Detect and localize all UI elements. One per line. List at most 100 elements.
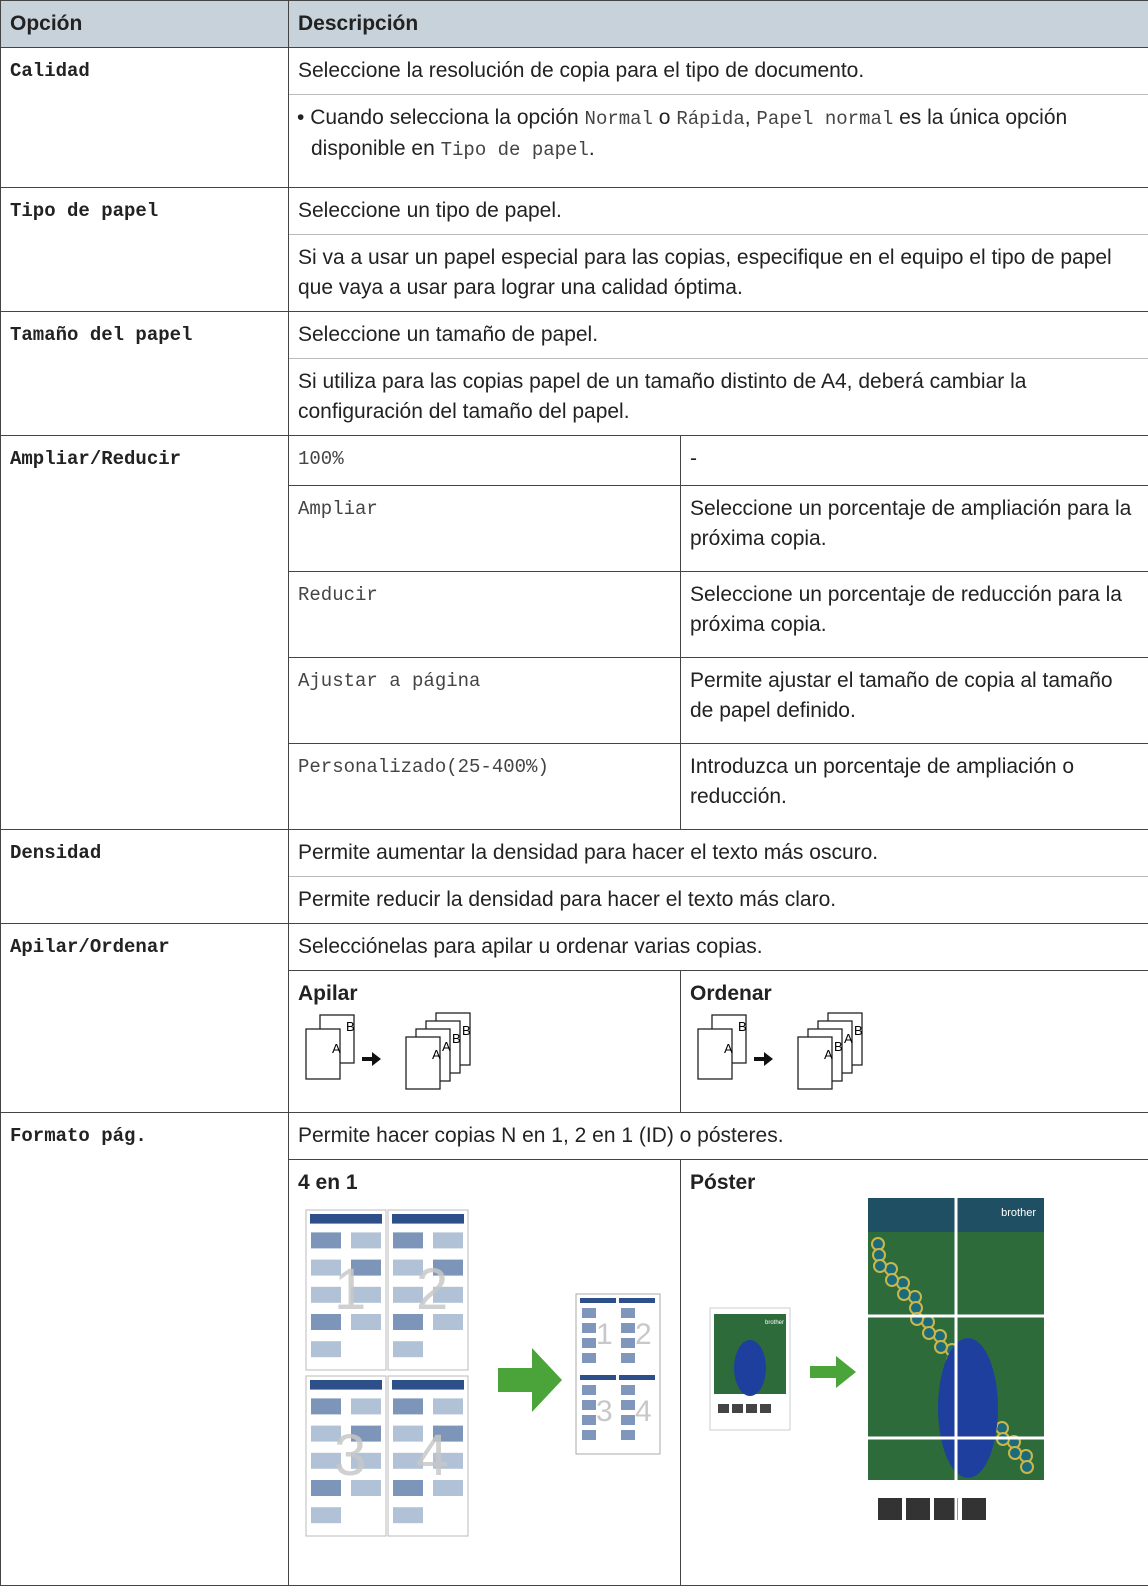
printer: [934, 1498, 958, 1520]
printer: [878, 1498, 902, 1520]
text-block: [433, 1398, 463, 1414]
description: Seleccione un porcentaje de ampliación p…: [681, 486, 1148, 572]
description: -: [681, 436, 1148, 486]
description: Seleccione un porcentaje de reducción pa…: [681, 572, 1148, 658]
document-header: [392, 1380, 464, 1390]
page-letter: B: [452, 1031, 461, 1046]
feather-eye: [874, 1260, 886, 1272]
page-number: 4: [635, 1395, 652, 1428]
mini-header: [619, 1298, 655, 1303]
page-letter: A: [724, 1041, 733, 1056]
text-block: [311, 1232, 341, 1248]
text-block: [621, 1385, 635, 1395]
page-letter: A: [442, 1039, 451, 1054]
page-letter: B: [738, 1019, 747, 1034]
page: Opción Descripción Calidad Seleccione la…: [0, 0, 1148, 1471]
header-option: Opción: [1, 1, 289, 48]
mono-text: Papel normal: [756, 108, 893, 130]
description: Permite hacer copias N en 1, 2 en 1 (ID)…: [289, 1113, 1148, 1160]
row: Calidad Seleccione la resolución de copi…: [1, 48, 1148, 188]
text-block: [433, 1232, 463, 1248]
text-block: [393, 1341, 423, 1357]
bullet: • Cuando selecciona la opción Normal o R…: [289, 94, 1148, 165]
brand: brother: [1001, 1207, 1036, 1219]
printer: [962, 1498, 986, 1520]
description: Permite ajustar el tamaño de copia al ta…: [681, 658, 1148, 744]
figure-label: Ordenar: [690, 979, 1139, 1009]
option: Ampliar/Reducir: [1, 436, 289, 830]
page: [406, 1037, 440, 1089]
row: Tamaño del papel Seleccione un tamaño de…: [1, 312, 1148, 436]
description: Seleccione la resolución de copia para e…: [289, 48, 1148, 188]
page-number: 1: [596, 1318, 613, 1351]
setting: Reducir: [289, 572, 681, 658]
text-block: [621, 1338, 635, 1348]
option: Formato pág.: [1, 1113, 289, 1586]
text: Seleccione un tipo de papel.: [298, 196, 1139, 226]
description: Introduzca un porcentaje de ampliación o…: [681, 744, 1148, 830]
text: Permite reducir la densidad para hacer e…: [289, 876, 1148, 915]
option: Apilar/Ordenar: [1, 924, 289, 1113]
text-block: [351, 1398, 381, 1414]
description: Permite aumentar la densidad para hacer …: [289, 830, 1148, 924]
page-number: 4: [416, 1423, 448, 1488]
header-row: Opción Descripción: [1, 1, 1148, 48]
page-letter: B: [854, 1023, 863, 1038]
mono-text: Rápida: [676, 108, 744, 130]
option: Calidad: [1, 48, 289, 188]
text-block: [351, 1232, 381, 1248]
page-letter: A: [432, 1047, 441, 1062]
printer: [732, 1404, 743, 1413]
mono-text: Tipo de papel: [441, 139, 589, 161]
option: Densidad: [1, 830, 289, 924]
arrow: [498, 1348, 562, 1412]
printer: [906, 1498, 930, 1520]
text: Permite aumentar la densidad para hacer …: [298, 838, 1139, 868]
text: Seleccione un tamaño de papel.: [298, 320, 1139, 350]
page-letter: B: [834, 1039, 843, 1054]
peacock: [938, 1338, 998, 1478]
row: Ampliar/Reducir 100% -: [1, 436, 1148, 486]
text: Seleccione la resolución de copia para e…: [298, 56, 1139, 86]
text-block: [621, 1353, 635, 1363]
text: .: [589, 137, 595, 160]
figure-label: 4 en 1: [298, 1168, 671, 1198]
mini-header: [619, 1375, 655, 1380]
setting: Ajustar a página: [289, 658, 681, 744]
text-block: [582, 1308, 596, 1318]
page-number: 1: [334, 1257, 366, 1322]
poster-illustration: brother brother: [690, 1198, 1140, 1568]
text-block: [582, 1323, 596, 1333]
text-block: [582, 1353, 596, 1363]
text-block: [582, 1385, 596, 1395]
setting: Personalizado(25-400%): [289, 744, 681, 830]
option: Tamaño del papel: [1, 312, 289, 436]
arrow: [810, 1356, 856, 1388]
option: Tipo de papel: [1, 188, 289, 312]
page-letter: A: [844, 1031, 853, 1046]
text: Si utiliza para las copias papel de un t…: [289, 358, 1148, 427]
feather-eye: [1009, 1447, 1021, 1459]
row: Apilar/Ordenar Selecciónelas para apilar…: [1, 924, 1148, 971]
brand: brother: [765, 1320, 784, 1326]
setting: Ampliar: [289, 486, 681, 572]
page-number: 3: [334, 1423, 366, 1488]
feather-eye: [886, 1274, 898, 1286]
text-block: [621, 1430, 635, 1440]
text-block: [621, 1308, 635, 1318]
setting: 100%: [289, 436, 681, 486]
row: Formato pág. Permite hacer copias N en 1…: [1, 1113, 1148, 1160]
description: Selecciónelas para apilar u ordenar vari…: [289, 924, 1148, 971]
feather-eye: [898, 1288, 910, 1300]
page-letter: B: [346, 1019, 355, 1034]
row: Tipo de papel Seleccione un tipo de pape…: [1, 188, 1148, 312]
text-block: [582, 1415, 596, 1425]
text-block: [621, 1400, 635, 1410]
document-header: [310, 1214, 382, 1224]
